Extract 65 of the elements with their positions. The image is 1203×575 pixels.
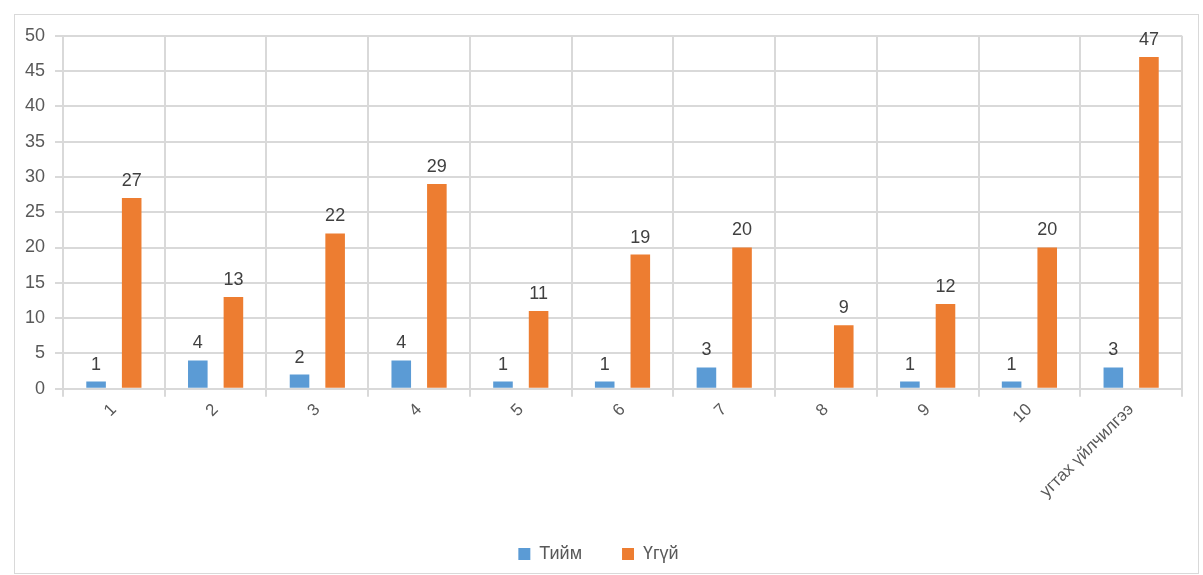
- data-label: 1: [1006, 353, 1017, 374]
- x-tick-label: 7: [710, 399, 731, 420]
- bar: [223, 296, 244, 388]
- bar: [289, 374, 310, 388]
- bar: [696, 367, 717, 388]
- x-tick-label: 8: [811, 399, 833, 420]
- x-tick-label: 5: [506, 399, 527, 420]
- bar: [493, 381, 513, 388]
- bar: [1103, 367, 1124, 388]
- x-tick-label: 2: [201, 399, 222, 420]
- data-label: 20: [732, 219, 753, 240]
- y-tick-label: 10: [24, 307, 46, 328]
- y-tick-label: 50: [24, 24, 46, 45]
- x-tick-label: 10: [1008, 399, 1036, 427]
- x-tick-label: 3: [303, 399, 324, 420]
- x-tick-label: 6: [608, 399, 629, 420]
- data-label: 22: [325, 205, 346, 226]
- bar: [391, 360, 412, 388]
- data-label: 4: [396, 332, 407, 353]
- y-tick-label: 35: [24, 130, 46, 151]
- y-tick-label: 20: [24, 236, 46, 257]
- legend-label: Тийм: [539, 542, 583, 563]
- data-label: 3: [1108, 339, 1119, 360]
- bar: [935, 303, 956, 388]
- data-label: 20: [1037, 219, 1058, 240]
- bar: [86, 381, 106, 388]
- y-tick-label: 25: [24, 201, 46, 222]
- data-label: 2: [294, 346, 305, 367]
- bar: [121, 198, 142, 388]
- y-tick-label: 0: [35, 377, 46, 398]
- data-label: 1: [497, 353, 508, 374]
- y-tick-label: 40: [24, 95, 46, 116]
- data-label: 47: [1138, 28, 1159, 49]
- bar: [188, 360, 208, 388]
- y-tick-label: 45: [24, 60, 46, 81]
- data-label: 9: [838, 297, 849, 318]
- bar: [1001, 381, 1022, 388]
- data-label: 12: [935, 275, 956, 296]
- data-label: 13: [223, 268, 244, 289]
- legend-label: Үгүй: [643, 542, 679, 563]
- x-tick-label: 1: [99, 399, 121, 420]
- y-tick-label: 30: [24, 165, 46, 186]
- y-tick-label: 15: [24, 271, 46, 292]
- y-tick-label: 5: [35, 342, 46, 363]
- bar: [427, 184, 447, 388]
- data-label: 3: [701, 339, 712, 360]
- x-tick-label: 9: [913, 399, 934, 420]
- bar: [1139, 56, 1159, 388]
- bar: [732, 247, 752, 388]
- data-label: 29: [426, 155, 447, 176]
- data-label: 4: [192, 332, 203, 353]
- bar: [1037, 247, 1058, 388]
- bar: [900, 381, 920, 388]
- data-label: 1: [599, 353, 610, 374]
- bar: [630, 254, 651, 388]
- bar: [594, 381, 615, 388]
- data-label: 1: [904, 353, 915, 374]
- bar: [325, 233, 345, 388]
- x-tick-label: 4: [405, 399, 426, 420]
- data-label: 19: [630, 226, 651, 247]
- data-label: 27: [121, 170, 142, 191]
- data-label: 11: [529, 283, 548, 303]
- bar: [833, 325, 854, 388]
- data-label: 1: [91, 353, 102, 374]
- bar: [528, 311, 549, 388]
